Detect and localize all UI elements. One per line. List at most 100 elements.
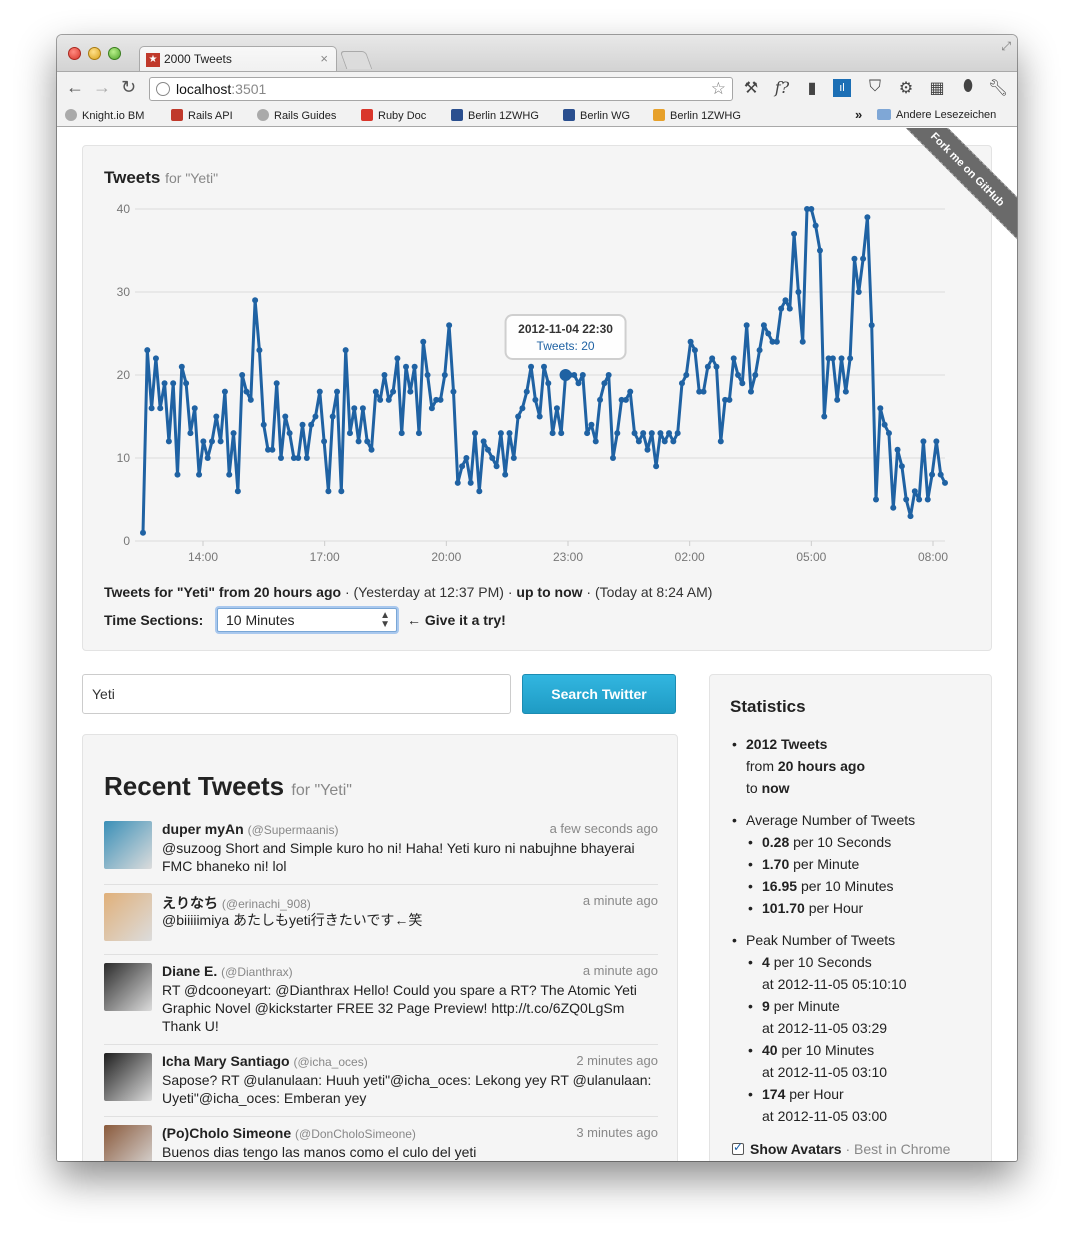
data-point[interactable]: [390, 388, 397, 395]
data-point[interactable]: [541, 363, 547, 370]
data-point[interactable]: [769, 338, 776, 345]
data-point[interactable]: [433, 396, 440, 403]
data-point[interactable]: [605, 372, 612, 378]
data-point[interactable]: [334, 388, 341, 395]
data-point[interactable]: [795, 289, 802, 295]
data-point[interactable]: [321, 438, 328, 445]
data-point[interactable]: [937, 471, 944, 478]
data-point[interactable]: [346, 430, 353, 437]
data-point[interactable]: [454, 479, 461, 486]
data-point[interactable]: [851, 255, 858, 262]
data-point[interactable]: [403, 363, 410, 370]
data-point[interactable]: [666, 430, 673, 437]
reload-icon[interactable]: ↻: [121, 77, 137, 97]
data-point[interactable]: [536, 413, 543, 420]
data-point[interactable]: [739, 380, 746, 387]
bookmark-item[interactable]: Ruby Doc: [361, 109, 426, 122]
data-point[interactable]: [773, 338, 780, 345]
data-point[interactable]: [942, 479, 948, 486]
data-point[interactable]: [782, 297, 789, 304]
data-point[interactable]: [597, 396, 604, 403]
data-point[interactable]: [484, 446, 491, 453]
data-point[interactable]: [174, 471, 181, 478]
data-point[interactable]: [282, 413, 289, 420]
data-point[interactable]: [493, 463, 500, 470]
data-point[interactable]: [200, 438, 207, 445]
search-twitter-button[interactable]: Search Twitter: [522, 674, 676, 714]
data-point[interactable]: [277, 455, 284, 461]
data-point[interactable]: [170, 380, 177, 387]
data-point[interactable]: [670, 438, 677, 445]
data-point[interactable]: [398, 430, 405, 437]
data-point[interactable]: [187, 430, 194, 437]
tweet-author[interactable]: Diane E.: [162, 963, 218, 979]
data-point[interactable]: [243, 388, 250, 395]
data-point[interactable]: [308, 421, 315, 428]
tweet-handle[interactable]: (@Supermaanis): [247, 823, 339, 837]
data-point[interactable]: [208, 438, 215, 445]
data-point[interactable]: [691, 347, 698, 354]
data-point[interactable]: [355, 438, 362, 445]
data-point[interactable]: [230, 430, 237, 437]
data-point[interactable]: [239, 372, 246, 378]
data-point[interactable]: [273, 380, 280, 387]
data-point[interactable]: [885, 430, 892, 437]
data-point[interactable]: [709, 355, 716, 362]
tweet-handle[interactable]: (@Dianthrax): [221, 965, 293, 979]
bookmark-star-icon[interactable]: ☆: [710, 79, 726, 98]
data-point[interactable]: [532, 396, 539, 403]
data-point[interactable]: [791, 230, 798, 237]
data-point[interactable]: [234, 488, 241, 495]
chart-icon[interactable]: ıl: [833, 79, 851, 97]
data-point[interactable]: [441, 372, 448, 378]
wrench-icon[interactable]: ⚒: [743, 80, 759, 97]
data-point[interactable]: [898, 463, 905, 470]
data-point[interactable]: [204, 455, 211, 461]
data-point[interactable]: [747, 388, 754, 395]
bookmark-item[interactable]: Rails API: [171, 109, 233, 122]
data-point[interactable]: [860, 255, 867, 262]
bookmark-item[interactable]: Knight.io BM: [65, 109, 144, 122]
data-point[interactable]: [161, 380, 168, 387]
data-point[interactable]: [717, 438, 724, 445]
data-point[interactable]: [295, 455, 302, 461]
data-point[interactable]: [472, 430, 479, 437]
data-point[interactable]: [877, 405, 884, 412]
data-point[interactable]: [825, 355, 832, 362]
data-point[interactable]: [808, 206, 815, 212]
data-point[interactable]: [894, 446, 901, 453]
data-point[interactable]: [437, 396, 444, 403]
data-point[interactable]: [881, 421, 888, 428]
data-point[interactable]: [760, 322, 767, 329]
data-point[interactable]: [303, 455, 310, 461]
tweet-author[interactable]: Icha Mary Santiago: [162, 1053, 290, 1069]
data-point[interactable]: [838, 355, 845, 362]
f-icon[interactable]: f?: [774, 78, 790, 97]
data-point[interactable]: [342, 347, 349, 354]
data-point[interactable]: [704, 363, 711, 370]
data-point[interactable]: [377, 396, 384, 403]
maximize-window-button[interactable]: [108, 47, 121, 60]
data-point[interactable]: [515, 413, 522, 420]
data-point[interactable]: [148, 405, 155, 412]
data-point[interactable]: [816, 247, 823, 254]
data-point[interactable]: [907, 513, 914, 520]
data-point[interactable]: [157, 405, 164, 412]
data-point[interactable]: [269, 446, 276, 453]
data-point[interactable]: [722, 396, 729, 403]
data-point[interactable]: [920, 438, 927, 445]
data-point[interactable]: [394, 355, 401, 362]
data-point[interactable]: [385, 396, 392, 403]
data-point[interactable]: [614, 430, 621, 437]
data-point[interactable]: [183, 380, 190, 387]
data-point[interactable]: [916, 496, 923, 503]
data-point[interactable]: [829, 355, 836, 362]
data-point[interactable]: [368, 446, 375, 453]
data-point[interactable]: [286, 430, 293, 437]
data-point[interactable]: [778, 305, 785, 312]
tab-close-icon[interactable]: ×: [320, 51, 328, 66]
data-point[interactable]: [933, 438, 940, 445]
data-point[interactable]: [424, 372, 431, 378]
data-point[interactable]: [489, 455, 496, 461]
data-point[interactable]: [221, 388, 228, 395]
